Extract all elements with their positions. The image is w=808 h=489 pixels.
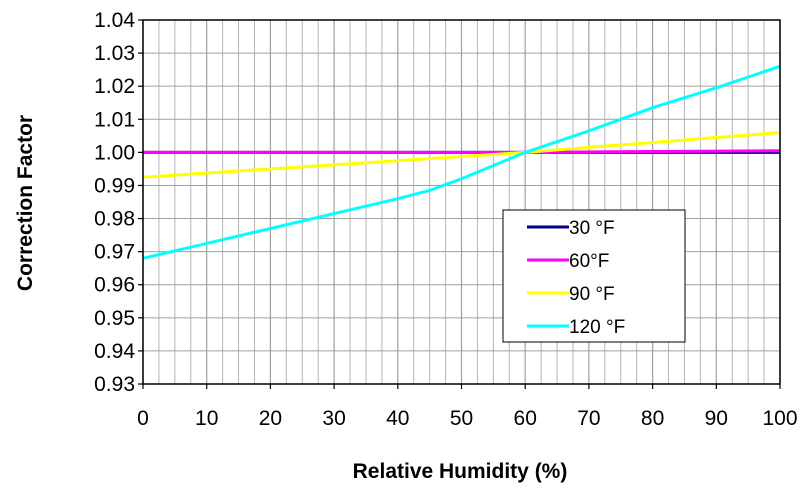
x-tick-label: 20 — [259, 407, 282, 430]
x-axis-ticks: 0 10 20 30 40 50 60 70 80 90 100 — [137, 384, 798, 430]
legend-box — [502, 209, 686, 343]
series-lines — [142, 64, 781, 260]
legend-label: 60°F — [569, 251, 609, 272]
x-tick-label: 40 — [386, 407, 409, 430]
x-tick-label: 60 — [514, 407, 537, 430]
y-tick-label: 0.97 — [94, 241, 135, 264]
x-axis-title: Relative Humidity (%) — [353, 460, 568, 483]
x-tick-label: 70 — [577, 407, 600, 430]
legend-label: 30 °F — [569, 218, 615, 239]
series-line-2 — [143, 149, 781, 154]
y-axis-ticks: 1.04 1.03 1.02 1.01 1.00 0.99 0.98 0.97 0.96 0.95… — [94, 9, 143, 396]
x-tick-label: 50 — [450, 407, 473, 430]
series-line-4 — [142, 64, 781, 260]
y-tick-label: 1.03 — [94, 42, 135, 65]
x-tick-label: 10 — [195, 407, 218, 430]
y-tick-label: 0.98 — [94, 208, 135, 231]
y-tick-label: 0.95 — [94, 307, 135, 330]
grid-lines — [142, 19, 781, 385]
y-tick-label: 0.96 — [94, 274, 135, 297]
y-tick-label: 1.02 — [94, 75, 135, 98]
legend-items: 30 °F 60°F 90 °F 120 °F — [527, 218, 625, 338]
x-tick-label: 90 — [705, 407, 728, 430]
legend-label: 120 °F — [569, 317, 625, 338]
y-tick-label: 0.99 — [94, 174, 135, 197]
y-axis-title: Correction Factor — [14, 115, 37, 291]
x-tick-label: 30 — [322, 407, 345, 430]
y-tick-label: 0.93 — [94, 373, 135, 396]
y-tick-label: 0.94 — [94, 340, 135, 363]
x-tick-label: 100 — [762, 407, 797, 430]
legend-label: 90 °F — [569, 284, 615, 305]
y-tick-label: 1.01 — [94, 108, 135, 131]
x-tick-label: 0 — [137, 407, 149, 430]
y-tick-label: 1.00 — [94, 141, 135, 164]
x-tick-label: 80 — [641, 407, 664, 430]
y-tick-label: 1.04 — [94, 9, 135, 32]
legend: 30 °F 60°F 90 °F 120 °F — [502, 209, 686, 343]
